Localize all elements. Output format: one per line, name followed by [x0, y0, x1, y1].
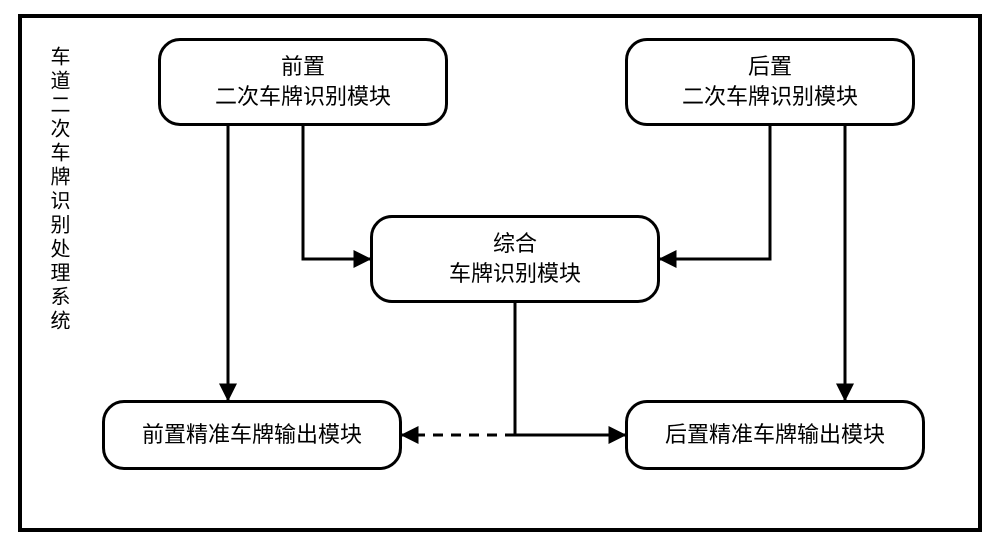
- node-rear-secondary: 后置 二次车牌识别模块: [625, 38, 915, 126]
- node-rear-output: 后置精准车牌输出模块: [625, 400, 925, 470]
- node-combined-line2: 车牌识别模块: [449, 259, 581, 289]
- node-front-secondary-line1: 前置: [281, 52, 325, 82]
- node-rear-secondary-line1: 后置: [748, 52, 792, 82]
- node-front-output-line1: 前置精准车牌输出模块: [142, 420, 362, 450]
- node-front-secondary-line2: 二次车牌识别模块: [215, 82, 391, 112]
- node-rear-output-line1: 后置精准车牌输出模块: [665, 420, 885, 450]
- node-combined-line1: 综合: [493, 229, 537, 259]
- system-title: 车道二次车牌识别处理系统: [44, 46, 73, 334]
- node-front-output: 前置精准车牌输出模块: [102, 400, 402, 470]
- node-rear-secondary-line2: 二次车牌识别模块: [682, 82, 858, 112]
- node-front-secondary: 前置 二次车牌识别模块: [158, 38, 448, 126]
- node-combined: 综合 车牌识别模块: [370, 215, 660, 303]
